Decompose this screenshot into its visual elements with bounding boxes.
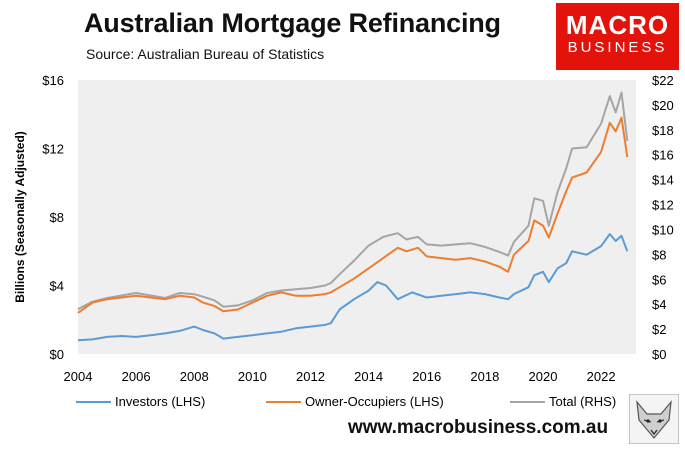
y-left-tick-label: $12 — [42, 142, 64, 157]
y-right-tick-label: $6 — [652, 272, 666, 287]
y-right-tick-label: $14 — [652, 173, 674, 188]
y-right-tick-label: $0 — [652, 347, 666, 362]
x-tick-label: 2004 — [64, 369, 93, 384]
series-lines — [77, 91, 629, 342]
website-url: www.macrobusiness.com.au — [348, 417, 609, 438]
legend: Investors (LHS) Owner-Occupiers (LHS) To… — [0, 394, 685, 412]
y-right-tick-label: $2 — [652, 322, 666, 337]
legend-swatch-total — [510, 400, 545, 403]
fox-mascot-icon — [629, 394, 679, 444]
logo-line-2: BUSINESS — [567, 39, 668, 56]
x-tick-label: 2016 — [412, 369, 441, 384]
chart-title: Australian Mortgage Refinancing — [84, 8, 501, 38]
legend-swatch-owner-occupiers — [266, 400, 301, 403]
y-right-tick-label: $20 — [652, 98, 674, 113]
logo-line-1: MACRO — [565, 10, 670, 40]
y-right-tick-label: $18 — [652, 123, 674, 138]
y-left-tick-label: $4 — [50, 279, 64, 294]
refinancing-chart: 2004 2006 2008 2010 2012 2014 2016 2018 2020 2022… — [13, 73, 674, 384]
x-tick-label: 2020 — [529, 369, 558, 384]
legend-swatch-investors — [76, 400, 111, 403]
x-tick-label: 2008 — [180, 369, 209, 384]
series-line-owner-occupiers — [77, 116, 629, 314]
legend-item-investors: Investors (LHS) — [76, 394, 205, 409]
x-tick-label: 2010 — [238, 369, 267, 384]
legend-label-total: Total (RHS) — [549, 394, 617, 409]
x-tick-label: 2012 — [296, 369, 325, 384]
y-left-tick-label: $0 — [50, 347, 64, 362]
x-tick-label: 2022 — [587, 369, 616, 384]
legend-label-owner-occupiers: Owner-Occupiers (LHS) — [305, 394, 444, 409]
plot-area — [78, 80, 636, 354]
x-tick-label: 2018 — [470, 369, 499, 384]
series-line-total — [77, 91, 629, 311]
series-line-investors — [77, 233, 629, 342]
y-left-tick-label: $16 — [42, 73, 64, 88]
chart-subtitle: Source: Australian Bureau of Statistics — [86, 46, 325, 62]
macrobusiness-logo: MACRO BUSINESS — [556, 3, 679, 70]
y-axis-label: Billions (Seasonally Adjusted) — [13, 131, 27, 303]
y-right-tick-label: $16 — [652, 148, 674, 163]
y-left-tick-label: $8 — [50, 210, 64, 225]
x-tick-label: 2014 — [354, 369, 383, 384]
y-right-tick-label: $10 — [652, 222, 674, 237]
y-right-tick-label: $8 — [652, 247, 666, 262]
y-right-tick-label: $4 — [652, 297, 666, 312]
legend-item-total: Total (RHS) — [510, 394, 616, 409]
legend-item-owner-occupiers: Owner-Occupiers (LHS) — [266, 394, 444, 409]
axes: 2004 2006 2008 2010 2012 2014 2016 2018 2020 2022… — [42, 73, 673, 384]
y-right-tick-label: $12 — [652, 198, 674, 213]
legend-label-investors: Investors (LHS) — [115, 394, 206, 409]
x-tick-label: 2006 — [122, 369, 151, 384]
y-right-tick-label: $22 — [652, 73, 674, 88]
